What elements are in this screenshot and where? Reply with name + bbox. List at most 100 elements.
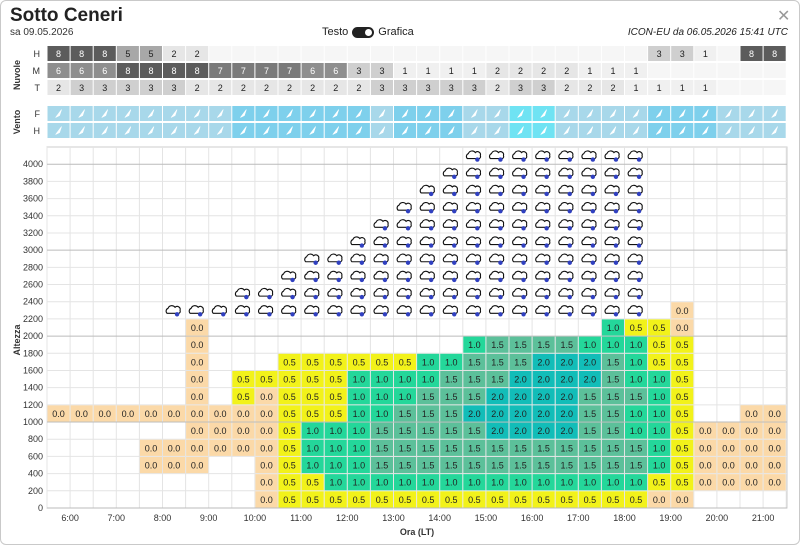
thermal-value: 0.5 bbox=[514, 495, 527, 505]
cloud-value: 8 bbox=[79, 49, 84, 59]
thermal-cell bbox=[440, 370, 463, 388]
x-tick-label: 12:00 bbox=[336, 513, 359, 523]
wind-arrow-icon bbox=[355, 126, 363, 135]
thermal-value: 1.5 bbox=[630, 461, 643, 471]
y-tick-label: 200 bbox=[28, 486, 43, 496]
cloud-rain-icon bbox=[558, 305, 574, 317]
toggle-text-label[interactable]: Testo bbox=[322, 26, 349, 38]
thermal-cell bbox=[486, 370, 509, 388]
thermal-value: 2.0 bbox=[537, 426, 550, 436]
thermal-value: 0.0 bbox=[722, 443, 735, 453]
thermal-cell bbox=[301, 353, 324, 370]
thermal-cell bbox=[648, 353, 671, 370]
thermal-value: 0.0 bbox=[768, 409, 781, 419]
cloud-rain-icon bbox=[535, 184, 551, 197]
cloud-rain-icon bbox=[350, 287, 366, 300]
cloud-cell bbox=[417, 80, 440, 95]
thermal-cell bbox=[394, 370, 417, 388]
close-icon[interactable]: ✕ bbox=[777, 8, 791, 25]
thermal-cell bbox=[440, 439, 463, 456]
cloud-value: 3 bbox=[449, 83, 454, 93]
thermal-value: 0.5 bbox=[676, 340, 689, 350]
thermal-cell bbox=[278, 474, 301, 491]
thermal-cell bbox=[116, 405, 139, 422]
thermal-cell bbox=[394, 474, 417, 491]
toggle-switch[interactable] bbox=[352, 26, 375, 38]
cloud-rain-icon bbox=[327, 270, 343, 283]
thermal-cell bbox=[324, 491, 347, 508]
cloud-cell bbox=[648, 46, 671, 61]
thermal-value: 0.0 bbox=[260, 478, 273, 488]
cloud-cell bbox=[555, 80, 578, 95]
cloud-rain-icon bbox=[396, 305, 412, 317]
cloud-cell bbox=[555, 46, 578, 61]
thermal-value: 1.5 bbox=[376, 443, 389, 453]
thermal-value: 1.0 bbox=[353, 443, 366, 453]
thermal-cell bbox=[186, 388, 209, 405]
wind-arrow-icon bbox=[586, 126, 594, 135]
cloud-cell bbox=[186, 46, 209, 61]
thermal-cell bbox=[601, 422, 624, 439]
thermal-value: 0.5 bbox=[306, 409, 319, 419]
thermal-value: 0.5 bbox=[306, 392, 319, 402]
cloud-cell bbox=[255, 63, 278, 78]
wind-arrow-icon bbox=[309, 126, 316, 135]
thermal-value: 1.0 bbox=[306, 461, 319, 471]
cloud-cell bbox=[463, 46, 486, 61]
cloud-value: 2 bbox=[495, 83, 500, 93]
cloud-rain-icon bbox=[350, 236, 366, 248]
x-tick-label: 13:00 bbox=[382, 513, 405, 523]
thermal-cell bbox=[301, 405, 324, 422]
thermal-value: 0.0 bbox=[191, 357, 204, 367]
location-title: Sotto Ceneri bbox=[10, 5, 123, 26]
toggle-graphic-label[interactable]: Grafica bbox=[378, 26, 414, 38]
view-toggle[interactable]: Testo Grafica bbox=[322, 26, 414, 38]
wind-arrow-icon bbox=[55, 126, 62, 135]
thermal-value: 1.5 bbox=[468, 426, 481, 436]
y-tick-label: 1200 bbox=[23, 400, 43, 410]
y-axis-label: Altezza bbox=[12, 324, 22, 356]
thermal-value: 0.5 bbox=[306, 478, 319, 488]
thermal-value: 2.0 bbox=[560, 426, 573, 436]
cloud-rain-icon bbox=[604, 253, 620, 265]
thermal-cell bbox=[255, 422, 278, 439]
thermal-cell bbox=[763, 439, 786, 456]
thermal-cell bbox=[625, 336, 648, 353]
thermal-value: 0.5 bbox=[399, 495, 412, 505]
cloud-cell bbox=[163, 63, 186, 78]
thermal-value: 1.0 bbox=[653, 461, 666, 471]
thermal-cell bbox=[394, 388, 417, 405]
thermal-value: 0.0 bbox=[214, 426, 227, 436]
thermal-value: 1.0 bbox=[376, 375, 389, 385]
cloud-rain-icon bbox=[488, 287, 505, 300]
thermal-cell bbox=[163, 439, 186, 456]
cloud-rain-icon bbox=[465, 150, 482, 162]
thermal-cell bbox=[625, 370, 648, 388]
cloud-value: 8 bbox=[749, 49, 754, 59]
thermal-value: 0.0 bbox=[722, 426, 735, 436]
thermal-value: 2.0 bbox=[514, 375, 527, 385]
thermal-value: 1.0 bbox=[607, 323, 620, 333]
cloud-rain-icon bbox=[419, 305, 435, 317]
cloud-rain-icon bbox=[373, 270, 389, 283]
cloud-value: 2 bbox=[264, 83, 269, 93]
thermal-cell bbox=[417, 491, 440, 508]
thermal-value: 2.0 bbox=[560, 375, 573, 385]
thermal-cell bbox=[625, 439, 648, 456]
cloud-rain-icon bbox=[512, 236, 528, 248]
thermal-cell bbox=[486, 422, 509, 439]
thermal-value: 0.5 bbox=[283, 375, 296, 385]
thermal-value: 1.0 bbox=[445, 357, 458, 367]
thermal-cell bbox=[463, 491, 486, 508]
cloud-cell bbox=[232, 63, 255, 78]
wind-row-label: H bbox=[34, 126, 41, 136]
cloud-value: 3 bbox=[379, 83, 384, 93]
cloud-rain-icon bbox=[581, 287, 597, 300]
cloud-value: 5 bbox=[148, 49, 153, 59]
thermal-value: 0.5 bbox=[329, 495, 342, 505]
thermal-value: 0.0 bbox=[98, 409, 111, 419]
thermal-value: 0.5 bbox=[653, 323, 666, 333]
thermal-value: 1.5 bbox=[584, 409, 597, 419]
thermal-cell bbox=[509, 336, 532, 353]
thermal-value: 0.5 bbox=[283, 478, 296, 488]
